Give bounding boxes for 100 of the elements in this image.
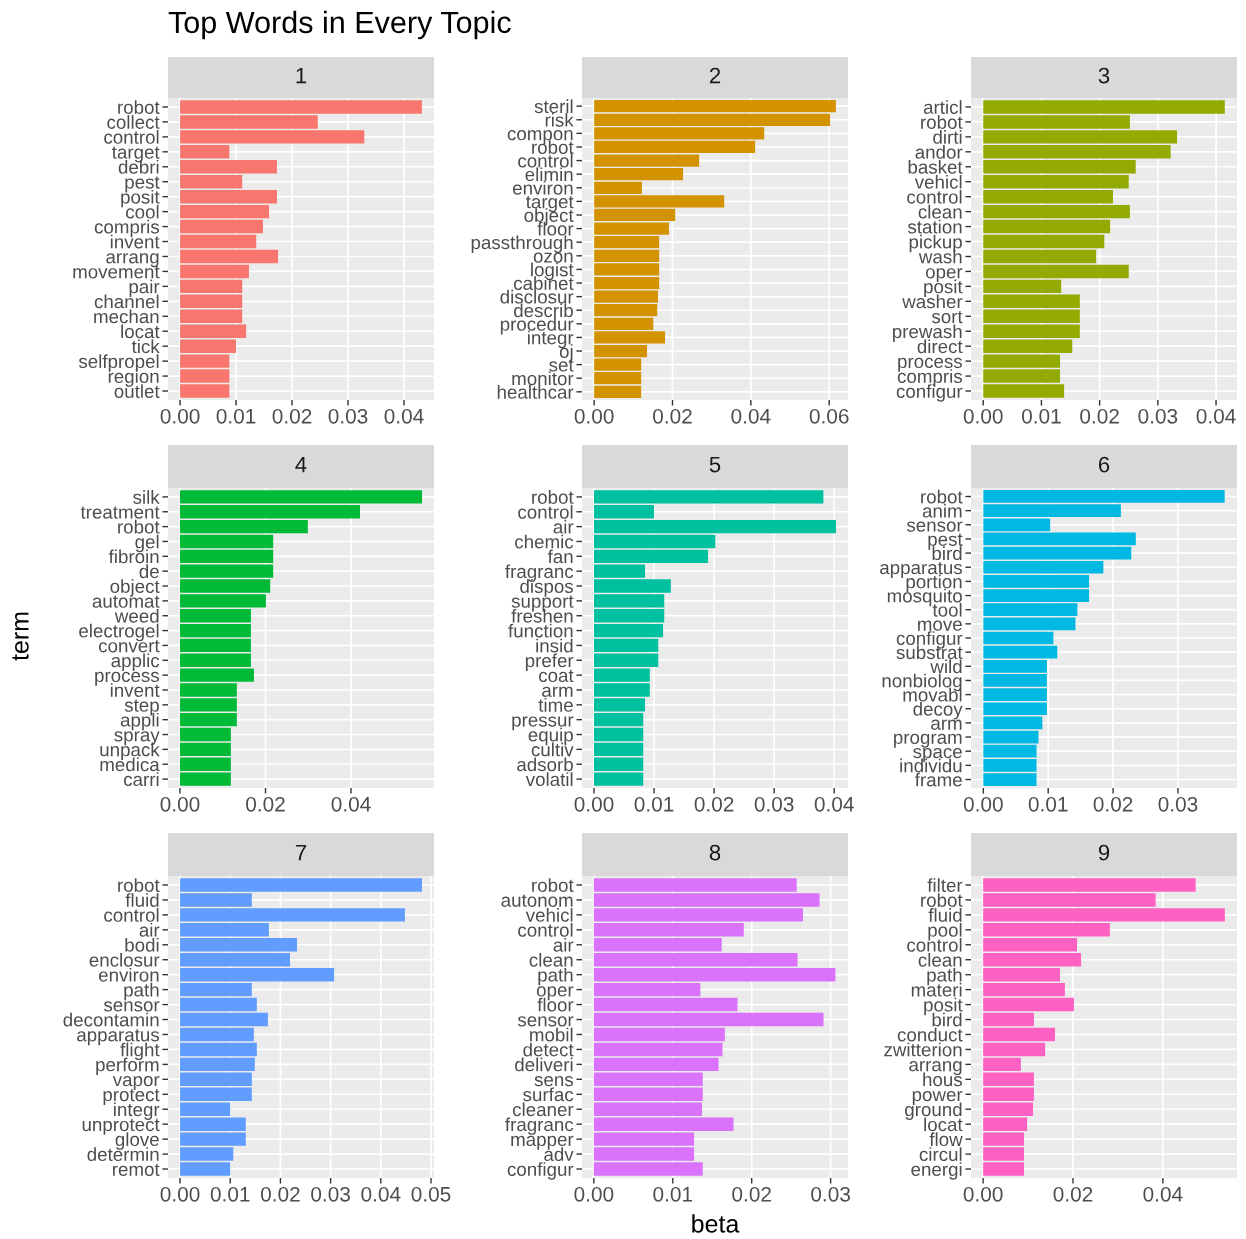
y-tick-label: vapor xyxy=(112,1076,160,1091)
y-tick-label: zwitterion xyxy=(884,1042,962,1057)
bar xyxy=(180,967,335,982)
x-tick-label: 0.00 xyxy=(574,1186,614,1202)
x-tick-label: 0.04 xyxy=(731,408,771,424)
bar xyxy=(594,385,642,398)
y-tick-label: elimin xyxy=(525,167,573,182)
x-tick-label: 0.03 xyxy=(328,408,368,424)
y-tick-label: surfac xyxy=(523,1087,574,1102)
bar xyxy=(983,997,1074,1012)
x-tick-label: 0.00 xyxy=(963,408,1003,424)
y-tick-label: deliveri xyxy=(515,1057,573,1072)
y-tick-label: flow xyxy=(929,1132,963,1147)
x-tick-label: 0.01 xyxy=(216,408,256,424)
y-tick-label: risk xyxy=(545,112,574,127)
bar xyxy=(594,519,836,534)
x-tick-label: 0.02 xyxy=(694,796,734,812)
x-tick-label: 0.04 xyxy=(361,1186,401,1202)
y-tick-label: fan xyxy=(547,549,573,564)
y-tick-label: sort xyxy=(931,310,963,324)
y-tick-label: andor xyxy=(915,145,963,159)
bar xyxy=(593,982,701,997)
bar xyxy=(983,294,1080,309)
bar xyxy=(594,727,644,742)
bar xyxy=(983,982,1065,997)
y-tick-label: frame xyxy=(915,772,962,787)
y-tick-label: cleaner xyxy=(512,1102,574,1117)
y-tick-label: adsorb xyxy=(517,757,573,772)
chart-title: 7 xyxy=(295,844,307,861)
y-tick-label: function xyxy=(508,623,573,638)
y-tick-label: fragranc xyxy=(505,1117,574,1135)
bar xyxy=(983,1057,1021,1072)
y-tick-label: robot xyxy=(532,490,574,504)
y-tick-label: filter xyxy=(927,878,963,892)
y-tick-label: control xyxy=(518,504,573,519)
y-tick-label: conduct xyxy=(897,1027,963,1042)
x-tick-label: 0.06 xyxy=(809,408,849,424)
bar xyxy=(180,204,270,219)
bar xyxy=(180,982,252,997)
bar xyxy=(594,623,664,638)
bar xyxy=(983,546,1132,560)
bar xyxy=(180,1057,255,1072)
bar xyxy=(983,219,1111,234)
y-tick-label: treatment xyxy=(80,506,160,519)
y-tick-label: path xyxy=(124,982,159,1001)
bar xyxy=(983,234,1105,249)
y-tick-label: autonom xyxy=(501,894,573,907)
chart-title: 5 xyxy=(709,456,721,473)
y-tick-label: silk xyxy=(133,490,160,504)
chart-title: 9 xyxy=(1098,844,1110,861)
bar xyxy=(180,309,243,323)
y-tick-label: carri xyxy=(124,772,159,787)
bar xyxy=(180,264,249,279)
y-tick-label: ozon xyxy=(533,252,573,263)
y-tick-label: air xyxy=(553,937,574,952)
bar xyxy=(593,1072,703,1087)
bar xyxy=(180,279,243,294)
y-tick-label: move xyxy=(918,620,962,631)
x-tick-label: 0.03 xyxy=(1158,796,1198,812)
bar xyxy=(983,730,1039,744)
x-tick-label: 0.00 xyxy=(160,1186,200,1202)
y-tick-label: sensor xyxy=(103,1001,160,1012)
x-tick-label: 0.04 xyxy=(814,796,854,812)
y-tick-label: circul xyxy=(919,1147,962,1162)
y-tick-label: tick xyxy=(131,339,160,354)
bar xyxy=(179,742,231,757)
y-tick-label: control xyxy=(104,908,159,922)
y-tick-label: chemic xyxy=(515,534,574,549)
y-tick-label: vehicl xyxy=(914,174,962,189)
y-tick-label: robot xyxy=(921,489,963,504)
y-tick-label: configur xyxy=(507,1162,574,1180)
bar xyxy=(180,294,243,309)
y-tick-label: decoy xyxy=(913,701,963,720)
bar xyxy=(594,638,659,653)
y-tick-label: electrogel xyxy=(79,623,159,642)
y-tick-label: remot xyxy=(112,1163,160,1177)
bar xyxy=(983,1012,1034,1027)
y-tick-label: air xyxy=(139,923,160,937)
bar xyxy=(983,175,1129,189)
x-tick-label: 0.02 xyxy=(1093,796,1133,812)
y-tick-label: station xyxy=(907,219,962,234)
x-tick-label: 0.00 xyxy=(574,408,614,424)
x-tick-label: 0.03 xyxy=(1138,408,1178,424)
bar xyxy=(983,264,1129,279)
bar xyxy=(179,519,308,534)
bar xyxy=(983,1087,1034,1101)
bar xyxy=(983,279,1062,294)
y-tick-label: control xyxy=(104,130,159,144)
x-tick-label: 0.04 xyxy=(384,408,424,424)
bar xyxy=(593,1027,725,1042)
y-tick-label: convert xyxy=(98,640,160,653)
x-tick-label: 0.02 xyxy=(732,1186,771,1202)
bar xyxy=(983,631,1054,645)
bar xyxy=(180,249,279,264)
y-tick-label: bodi xyxy=(125,937,159,952)
bar xyxy=(180,1027,254,1042)
chart-title: 6 xyxy=(1098,456,1110,473)
y-tick-label: volatil xyxy=(525,772,573,787)
y-tick-label: clean xyxy=(918,952,962,967)
y-tick-label: detect xyxy=(523,1042,574,1057)
